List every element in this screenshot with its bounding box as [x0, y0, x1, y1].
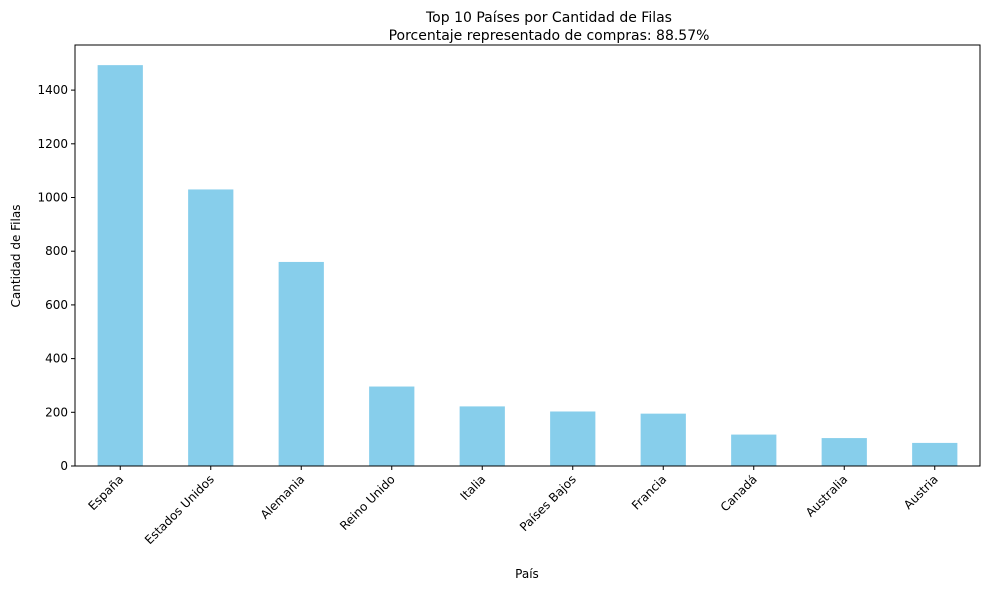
bar-9 [912, 442, 958, 466]
chart-title: Top 10 Países por Cantidad de Filas [425, 10, 672, 26]
x-tick-label: Australia [803, 472, 850, 519]
y-tick-label: 1400 [37, 83, 68, 97]
bar-2 [278, 261, 324, 466]
x-tick-label: Austria [901, 472, 941, 512]
bar-0 [97, 65, 143, 466]
bar-1 [188, 189, 234, 466]
plot-area-frame [74, 44, 981, 467]
x-tick-label: Países Bajos [517, 472, 579, 534]
x-tick-label: España [86, 472, 127, 513]
x-tick-label: Estados Unidos [142, 472, 217, 547]
x-tick-label: Alemania [258, 472, 308, 522]
bar-4 [459, 406, 505, 466]
y-tick-label: 400 [45, 352, 68, 366]
y-tick-label: 1000 [37, 191, 68, 205]
y-tick-label: 800 [45, 244, 68, 258]
y-tick-label: 0 [60, 459, 68, 473]
x-ticks-group: España Estados Unidos Alemania Reino Unido I… [86, 466, 941, 547]
x-axis-label: País [515, 567, 539, 581]
y-tick-label: 600 [45, 298, 68, 312]
bars-group [97, 65, 958, 466]
bar-5 [550, 411, 596, 466]
bar-3 [369, 386, 415, 466]
bar-7 [731, 434, 777, 466]
x-tick-label: Italia [458, 472, 489, 503]
y-tick-label: 200 [45, 405, 68, 419]
x-tick-label: Canadá [718, 472, 760, 514]
bar-8 [821, 438, 867, 466]
y-tick-label: 1200 [37, 137, 68, 151]
chart-subtitle: Porcentaje representado de compras: 88.5… [389, 28, 710, 44]
y-ticks-group: 0 200 400 600 800 1000 1200 1400 [37, 83, 75, 473]
x-tick-label: Francia [629, 472, 669, 512]
bar-6 [640, 413, 686, 466]
x-tick-label: Reino Unido [337, 472, 398, 533]
y-axis-label: Cantidad de Filas [9, 205, 23, 308]
